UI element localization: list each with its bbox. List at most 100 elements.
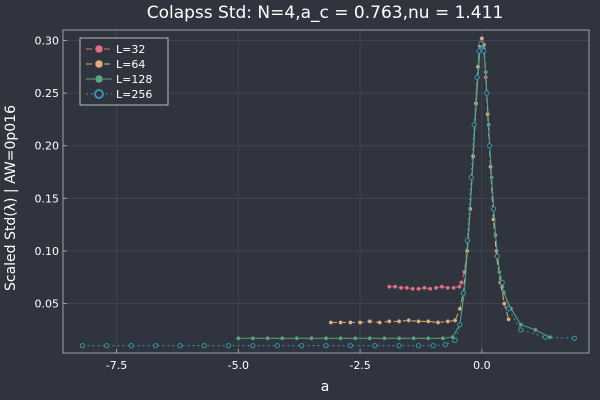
data-point <box>571 335 578 341</box>
data-point <box>398 285 404 291</box>
data-point <box>422 285 427 291</box>
data-point <box>406 318 412 323</box>
data-point <box>506 306 512 312</box>
data-point <box>396 319 402 324</box>
data-point <box>433 285 439 291</box>
data-point <box>152 343 159 349</box>
data-point <box>411 335 417 341</box>
data-point <box>79 343 86 349</box>
data-point <box>250 343 256 349</box>
data-point <box>474 74 480 80</box>
data-point <box>490 206 497 212</box>
y-tick-label: 0.05 <box>35 298 60 311</box>
legend-label: L=64 <box>116 58 145 71</box>
data-point <box>348 320 353 325</box>
data-point <box>487 143 493 149</box>
data-point <box>471 122 477 128</box>
data-point <box>425 335 431 341</box>
data-point <box>497 269 502 275</box>
data-point <box>357 320 363 325</box>
data-point <box>484 90 490 96</box>
data-point <box>386 319 392 324</box>
y-axis-label: Scaled Std(λ) | AW=0p016 <box>3 105 19 291</box>
series-layer <box>79 36 578 349</box>
x-axis-label: a <box>321 379 330 395</box>
x-tick-label: -5.0 <box>228 359 249 372</box>
data-point <box>367 319 373 324</box>
data-point <box>460 290 466 296</box>
data-point <box>177 343 183 349</box>
series-line <box>82 42 575 347</box>
data-point <box>396 343 402 349</box>
y-tick-label: 0.30 <box>35 35 60 48</box>
data-point <box>338 335 343 341</box>
data-point <box>416 319 421 324</box>
data-point <box>128 343 134 349</box>
data-point <box>452 318 458 323</box>
data-point <box>479 36 485 41</box>
data-point <box>533 327 538 333</box>
data-point <box>309 335 314 341</box>
data-point <box>518 327 524 333</box>
data-point <box>265 335 270 341</box>
series-l256 <box>79 41 578 349</box>
data-point <box>386 284 392 290</box>
data-point <box>439 284 445 290</box>
data-point <box>226 343 232 349</box>
data-point <box>392 284 398 290</box>
data-point <box>294 335 300 341</box>
legend-marker <box>94 89 104 99</box>
data-point <box>279 335 285 341</box>
data-point <box>464 237 470 243</box>
y-tick-label: 0.25 <box>35 87 60 100</box>
data-point <box>494 253 500 259</box>
plot-area-frame <box>62 29 590 354</box>
data-point <box>435 320 441 325</box>
legend-label: L=256 <box>116 88 152 101</box>
data-point <box>478 41 484 47</box>
data-point <box>451 285 456 291</box>
data-point <box>416 286 421 292</box>
data-point <box>459 280 464 285</box>
data-point <box>457 284 462 290</box>
data-point <box>501 290 507 296</box>
data-point <box>201 343 207 349</box>
y-tick-label: 0.20 <box>35 140 60 153</box>
data-point <box>323 335 329 341</box>
data-point <box>372 343 378 349</box>
data-point <box>367 335 373 341</box>
data-point <box>468 174 474 180</box>
axes: -7.5 -5.0 -2.5 0.0 0.05 0.10 0.15 0.20 0.25 0.30 <box>35 35 491 372</box>
data-point <box>442 342 448 348</box>
y-tick-label: 0.10 <box>35 245 60 258</box>
x-tick-label: 0.0 <box>473 359 491 372</box>
data-point <box>377 320 382 325</box>
data-point <box>506 316 511 322</box>
data-point <box>445 319 451 324</box>
data-point <box>328 320 334 325</box>
data-point <box>475 64 481 70</box>
data-point <box>404 285 410 291</box>
data-point <box>323 343 329 349</box>
data-point <box>299 343 305 349</box>
data-point <box>347 343 353 349</box>
data-point <box>396 335 402 341</box>
data-point <box>481 48 487 54</box>
data-point <box>235 335 241 341</box>
data-point <box>104 343 110 349</box>
data-point <box>518 322 524 327</box>
data-point <box>425 319 431 324</box>
x-tick-label: -7.5 <box>106 359 127 372</box>
data-point <box>274 343 280 349</box>
data-point <box>338 320 343 325</box>
legend: L=32 L=64 L=128 L=256 <box>79 37 169 106</box>
data-point <box>430 343 436 349</box>
data-point <box>457 322 463 328</box>
data-point <box>427 286 433 292</box>
data-point <box>499 279 505 286</box>
x-tick-label: -2.5 <box>349 359 370 372</box>
legend-marker <box>94 59 104 69</box>
legend-label: L=128 <box>116 73 152 86</box>
data-point <box>352 335 358 341</box>
